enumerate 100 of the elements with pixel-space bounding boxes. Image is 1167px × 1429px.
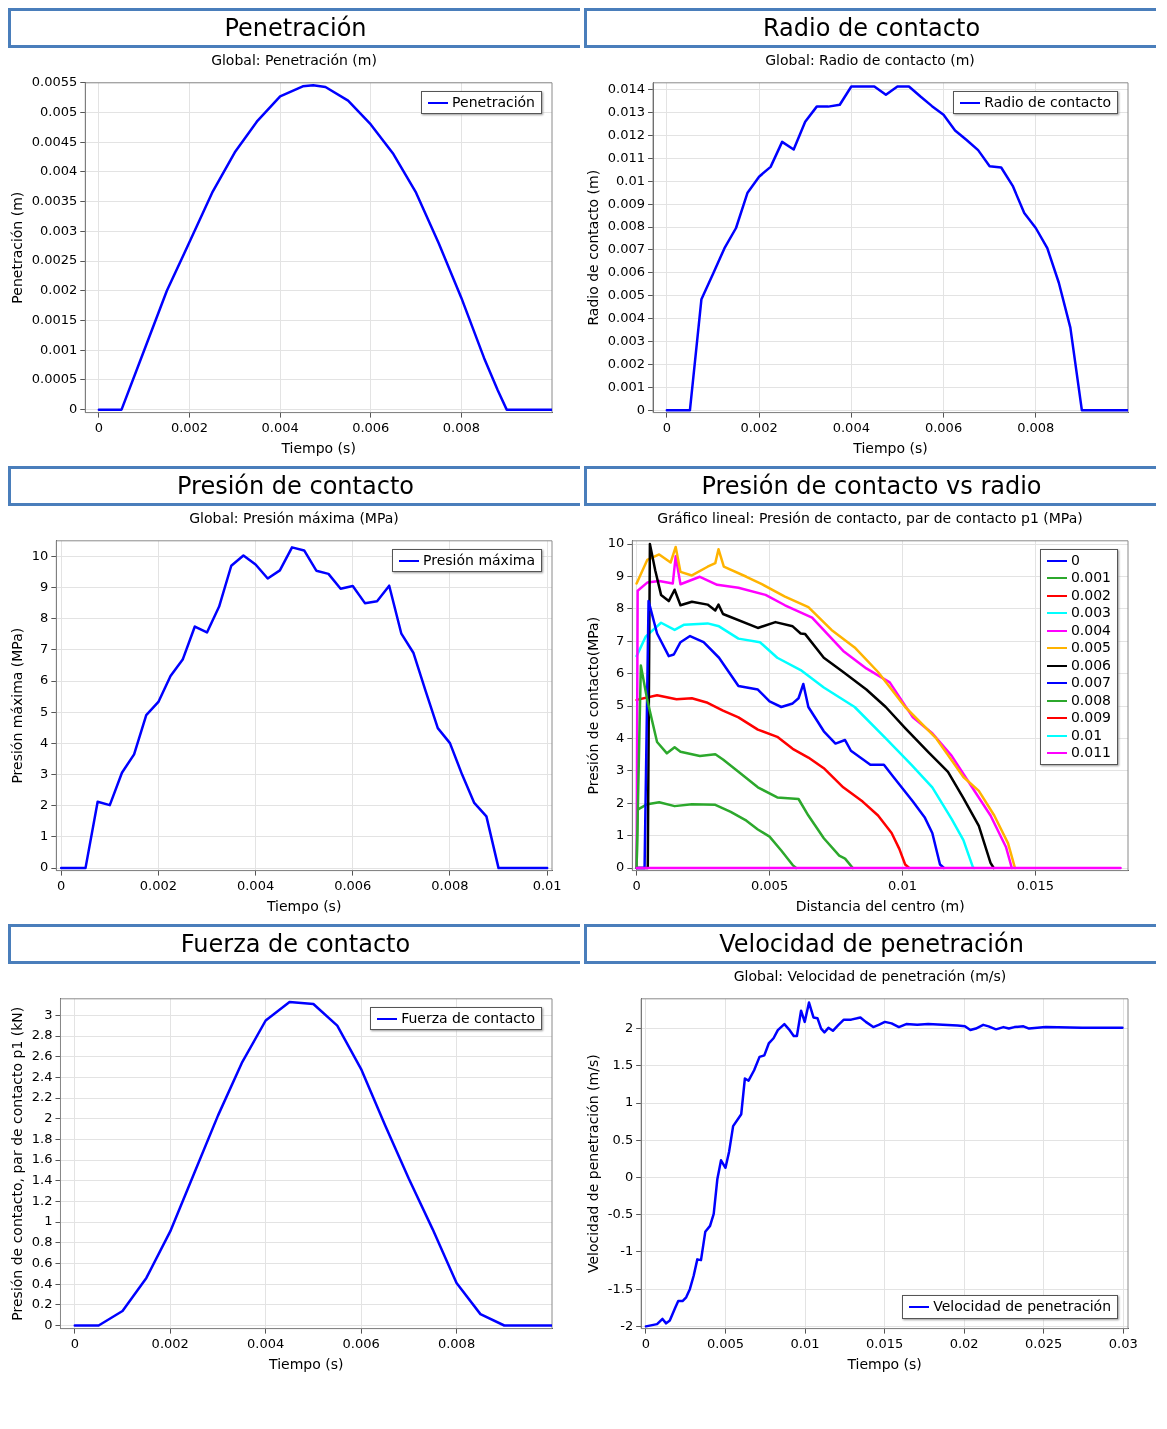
y-tick-label: 3 [616, 762, 625, 778]
x-tick-label: 0.008 [431, 877, 469, 893]
y-tick-label: 6 [40, 672, 49, 688]
y-tick-label: 9 [616, 567, 625, 583]
y-tick-label: 0.001 [40, 341, 78, 357]
legend-label: Presión máxima [423, 551, 535, 570]
chart-subtitle: Gráfico lineal: Presión de contacto, par de contacto p1 (MPa) [656, 510, 1084, 528]
y-tick-label: 5 [40, 703, 49, 719]
legend-label: 0.011 [1070, 744, 1111, 762]
y-tick-label: 0.011 [607, 149, 646, 165]
legend-label: 0.008 [1070, 691, 1111, 710]
chart-title: Penetración [8, 8, 580, 48]
legend-label: 0.004 [1070, 621, 1111, 640]
y-tick-label: 0.005 [607, 287, 646, 303]
legend-label: 0.009 [1070, 709, 1111, 727]
y-tick-label: 0.004 [40, 163, 78, 179]
y-axis-title: Presión de contacto(MPa) [585, 616, 602, 795]
y-tick-label: 1.5 [612, 1057, 634, 1073]
chart-title: Velocidad de penetración [584, 924, 1156, 964]
x-tick-label: 0.008 [437, 1335, 476, 1351]
chart-subtitle: Global: Penetración (m) [210, 52, 378, 70]
y-tick-label: 0 [40, 859, 49, 875]
y-tick-label: 0.5 [612, 1131, 634, 1147]
y-axis-title: Velocidad de penetración (m/s) [585, 1054, 602, 1274]
x-axis-title: Tiempo (s) [852, 440, 928, 457]
y-tick-label: 0.003 [607, 332, 646, 348]
x-tick-label: 0.002 [740, 419, 778, 435]
x-tick-label: 0.004 [236, 877, 275, 893]
y-tick-label: -1 [620, 1243, 634, 1259]
y-axis-title: Presión de contacto, par de contacto p1 (kN) [9, 1006, 26, 1321]
y-tick-label: 0.005 [40, 103, 78, 119]
y-tick-label: 0.008 [607, 218, 646, 234]
y-tick-label: 0.0015 [31, 311, 78, 327]
y-tick-label: 0.002 [607, 355, 646, 371]
chart-title: Radio de contacto [584, 8, 1156, 48]
x-tick-label: 0.01 [888, 877, 917, 893]
y-tick-label: -1.5 [607, 1280, 634, 1296]
legend-label: 0.003 [1070, 604, 1111, 622]
x-tick-label: 0.02 [949, 1335, 979, 1351]
chart-title: Presión de contacto [8, 466, 580, 506]
x-tick-label: 0.002 [139, 877, 177, 893]
legend-label: 0 [1070, 551, 1080, 570]
legend-label: Velocidad de penetración [933, 1298, 1111, 1316]
x-tick-label: 0.006 [352, 419, 390, 435]
y-tick-label: 0.0055 [31, 74, 78, 90]
y-tick-label: 0.01 [616, 172, 646, 188]
x-tick-label: 0.006 [924, 419, 963, 435]
y-tick-label: 2 [40, 797, 49, 813]
legend-label: Penetración [452, 93, 535, 112]
x-tick-label: 0.004 [247, 1335, 285, 1351]
y-tick-label: 0 [44, 1316, 53, 1332]
y-tick-label: 2.2 [31, 1089, 53, 1105]
y-tick-label: 10 [31, 547, 49, 563]
y-tick-label: 0.009 [607, 195, 646, 211]
y-tick-label: 1 [616, 826, 625, 842]
legend-label: 0.006 [1070, 656, 1111, 675]
y-axis-title: Radio de contacto (m) [585, 169, 602, 326]
x-tick-label: 0.004 [832, 419, 870, 435]
x-tick-label: 0.015 [1016, 877, 1055, 893]
x-tick-label: 0.008 [1017, 419, 1055, 435]
y-tick-label: 0.8 [31, 1234, 53, 1250]
y-tick-label: 8 [616, 600, 625, 616]
y-tick-label: 0.004 [607, 310, 646, 326]
y-tick-label: 0.0025 [31, 252, 78, 268]
legend-label: 0.002 [1070, 586, 1111, 605]
y-tick-label: 8 [40, 610, 49, 626]
x-tick-label: 0.03 [1108, 1335, 1138, 1351]
y-tick-label: 0.006 [607, 264, 646, 280]
y-tick-label: 1.8 [31, 1130, 53, 1146]
y-tick-label: 0.007 [607, 241, 646, 257]
x-tick-label: 0 [662, 419, 671, 435]
legend-label: Fuerza de contacto [401, 1009, 535, 1028]
y-tick-label: 2 [616, 794, 625, 810]
x-tick-label: 0.005 [706, 1335, 745, 1351]
y-tick-label: 0.0035 [31, 193, 78, 209]
y-axis-title: Penetración (m) [9, 191, 26, 304]
y-tick-label: 0.014 [607, 81, 646, 97]
x-tick-label: 0.005 [750, 877, 789, 893]
chart-title: Fuerza de contacto [8, 924, 580, 964]
y-tick-label: 2 [624, 1019, 634, 1035]
y-tick-label: -0.5 [607, 1206, 634, 1222]
legend-label: 0.01 [1070, 726, 1103, 745]
y-tick-label: 0.2 [31, 1296, 53, 1312]
y-tick-label: 0 [636, 401, 646, 417]
x-tick-label: 0.002 [170, 419, 209, 435]
x-tick-label: 0.006 [342, 1335, 380, 1351]
y-tick-label: 1.4 [31, 1172, 53, 1188]
chart-title: Presión de contacto vs radio [584, 466, 1156, 506]
chart-subtitle: Global: Presión máxima (MPa) [188, 510, 400, 528]
x-tick-label: 0.025 [1025, 1335, 1063, 1351]
y-axis-title: Presión máxima (MPa) [9, 627, 26, 784]
chart-subtitle: Global: Velocidad de penetración (m/s) [732, 968, 1008, 986]
y-tick-label: 0.013 [607, 103, 646, 119]
y-tick-label: 7 [40, 641, 49, 657]
y-tick-label: 3 [40, 765, 49, 781]
y-tick-label: 10 [607, 535, 625, 551]
y-tick-label: 0.4 [31, 1275, 53, 1291]
x-tick-label: 0.008 [442, 419, 480, 435]
y-tick-label: 0 [69, 401, 78, 416]
x-axis-title: Distancia del centro (m) [795, 898, 965, 915]
